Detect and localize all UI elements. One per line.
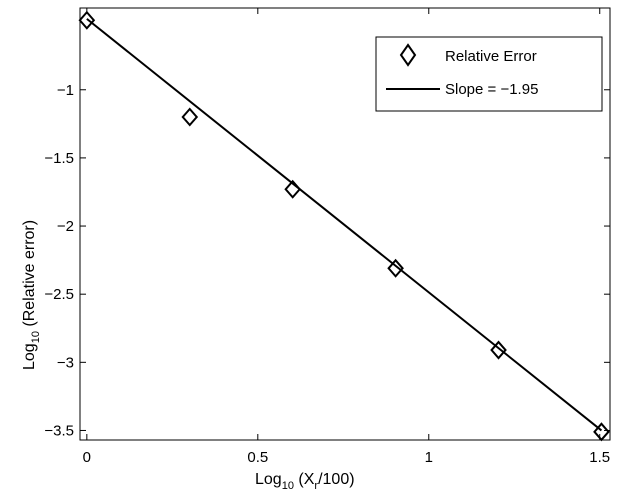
y-tick-label: −3 [57, 354, 74, 371]
x-tick-label: 0.5 [247, 449, 268, 466]
x-tick-label: 1 [425, 449, 433, 466]
slope-fit-line [86, 18, 603, 432]
y-tick-label: −1.5 [44, 150, 74, 167]
relative-error-point [387, 258, 404, 278]
legend-label-slope: Slope = −1.95 [445, 81, 538, 98]
y-tick-label: −2 [57, 218, 74, 235]
relative-error-point [490, 340, 507, 360]
relative-error-point [78, 10, 96, 30]
x-axis-label: Log10 (Xr/100) [255, 471, 355, 491]
data-marks [78, 10, 610, 442]
x-tick-label: 1.5 [589, 449, 610, 466]
tick-labels: 0 0.5 1 1.5 −1 −1.5 −2 −2.5 −3 −3.5 [44, 82, 610, 466]
y-tick-label: −1 [57, 82, 74, 99]
legend-label-relative-error: Relative Error [445, 48, 537, 65]
relative-error-point [181, 107, 199, 127]
relative-error-point [593, 422, 610, 442]
axis-ticks [80, 8, 610, 440]
legend: Relative Error Slope = −1.95 [375, 36, 603, 112]
x-tick-label: 0 [83, 449, 91, 466]
y-tick-label: −2.5 [44, 286, 74, 303]
legend-diamond-marker [399, 43, 417, 67]
legend-box [375, 36, 603, 112]
y-axis-label: Log10 (Relative error) [21, 220, 42, 370]
y-tick-label: −3.5 [44, 422, 74, 439]
